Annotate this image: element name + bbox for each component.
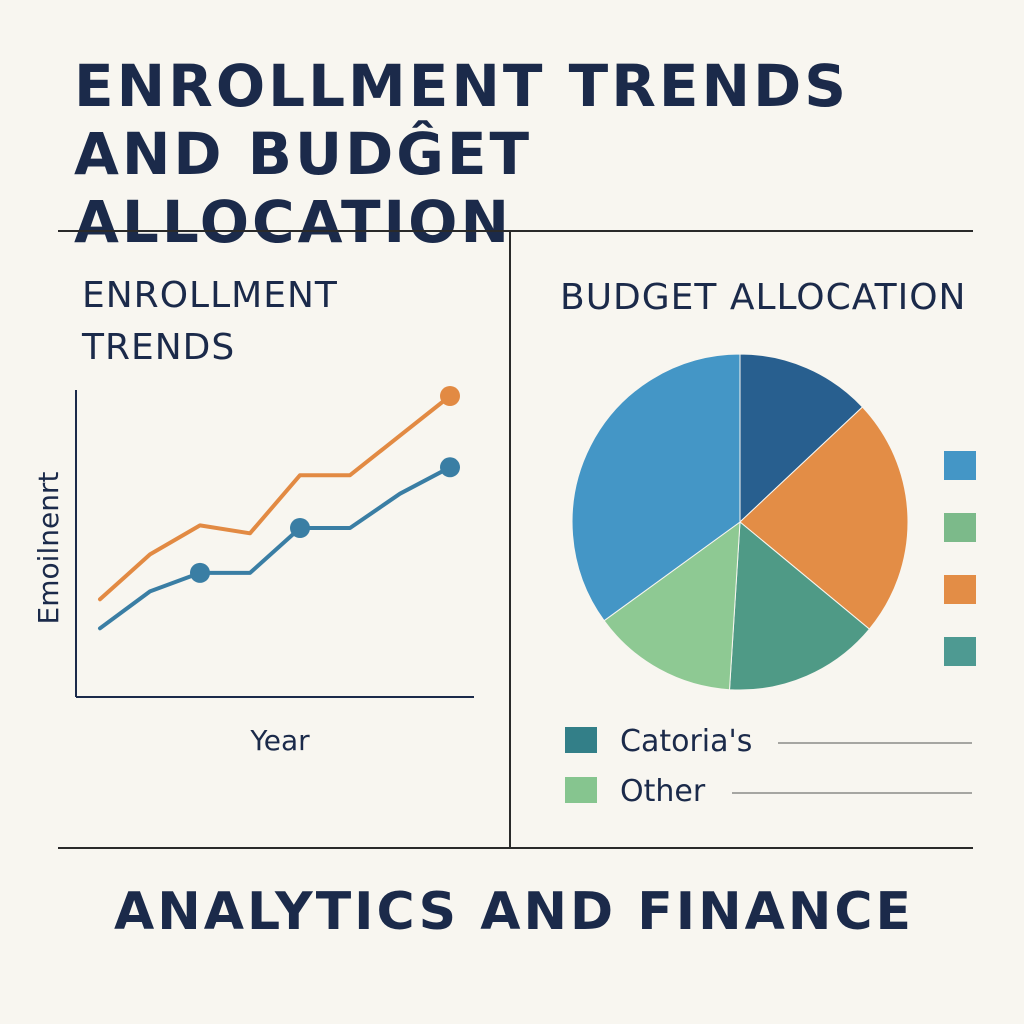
- bottom-divider: [58, 847, 973, 849]
- pie-chart-title: BUDGET ALLOCATION: [560, 277, 967, 318]
- pie-chart: [571, 353, 976, 691]
- x-axis-label: Year: [249, 724, 310, 757]
- center-divider: [509, 231, 511, 848]
- pie-swatch-1: [944, 451, 976, 480]
- pie-swatch-2: [944, 513, 976, 542]
- pie-slices-group: [571, 353, 909, 691]
- legend-swatch-2: [565, 777, 597, 803]
- page-title-line-2: AND BUDĜET ALLOCATION: [74, 120, 533, 256]
- line-chart-title-line-2: TRENDS: [82, 327, 236, 368]
- page-title-line-1: ENROLLMENT TRENDS: [74, 52, 849, 120]
- line-chart-title: ENROLLMENT TRENDS: [82, 270, 338, 374]
- pie-swatch-3: [944, 575, 976, 604]
- top-divider: [58, 230, 973, 232]
- pie-slice-5: [571, 353, 741, 622]
- line-series-2-point: [190, 562, 210, 583]
- pie-slice-4: [603, 520, 741, 691]
- line-series-1: [98, 394, 452, 602]
- line-series-2-point: [440, 457, 460, 478]
- y-axis-label: Emoilnenrt: [32, 472, 65, 625]
- pie-slice-2: [739, 406, 909, 630]
- pie-swatches-group: [944, 451, 976, 666]
- line-series-2-point: [290, 518, 310, 538]
- pie-slice-1: [739, 353, 864, 524]
- legend-swatch-1: [565, 727, 597, 753]
- pie-legend: Catoria's Other: [565, 724, 972, 809]
- pie-swatch-4: [944, 637, 976, 666]
- line-series-group: [98, 386, 460, 631]
- line-series-1-point: [440, 386, 460, 406]
- footer-text: ANALYTICS AND FINANCE: [114, 882, 915, 942]
- line-series-2: [98, 465, 452, 631]
- legend-label-1: Catoria's: [620, 724, 752, 759]
- line-chart-title-line-1: ENROLLMENT: [82, 275, 338, 316]
- legend-label-2: Other: [620, 774, 706, 809]
- pie-slice-3: [728, 520, 871, 691]
- page-title: ENROLLMENT TRENDS AND BUDĜET ALLOCATION: [74, 52, 974, 256]
- line-chart: Year Emoilnenrt: [32, 386, 474, 757]
